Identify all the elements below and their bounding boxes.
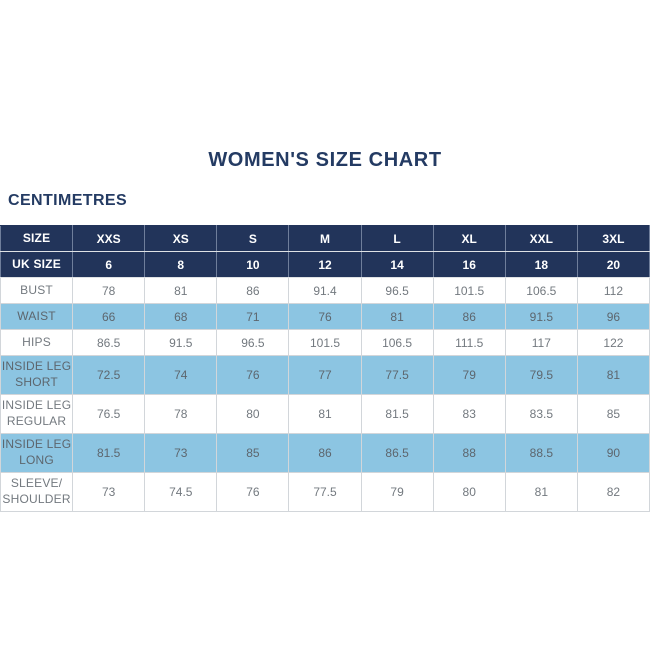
measurement-value-cell: 86.5 bbox=[72, 329, 146, 356]
measurement-value-cell: 78 bbox=[72, 277, 146, 304]
measurement-row: WAIST 66 68 71 76 81 86 91.5 96 bbox=[0, 303, 650, 330]
measurement-value-cell: 91.4 bbox=[288, 277, 362, 304]
unit-label: CENTIMETRES bbox=[8, 192, 128, 209]
measurement-value-cell: 85 bbox=[216, 433, 290, 473]
measurement-value-cell: 74.5 bbox=[144, 472, 218, 512]
measurement-row-label: INSIDE LEG SHORT bbox=[0, 355, 74, 395]
measurement-value-cell: 73 bbox=[144, 433, 218, 473]
uk-size-value-cell: 8 bbox=[144, 251, 218, 278]
measurement-value-cell: 88 bbox=[432, 433, 506, 473]
measurement-value-cell: 73 bbox=[72, 472, 146, 512]
measurement-row: INSIDE LEG SHORT 72.5 74 76 77 77.5 79 79.5 81 bbox=[0, 355, 650, 395]
measurement-row-label: HIPS bbox=[0, 329, 74, 356]
measurement-value-cell: 86 bbox=[432, 303, 506, 330]
measurement-value-cell: 77.5 bbox=[288, 472, 362, 512]
page-title: WOMEN'S SIZE CHART bbox=[208, 149, 442, 171]
measurement-value-cell: 80 bbox=[432, 472, 506, 512]
size-header-row: SIZE XXS XS S M L XL XXL 3XL bbox=[0, 225, 650, 252]
measurement-value-cell: 81 bbox=[504, 472, 578, 512]
measurement-value-cell: 111.5 bbox=[432, 329, 506, 356]
uk-size-value-cell: 16 bbox=[432, 251, 506, 278]
size-header-cell: XL bbox=[432, 225, 506, 252]
measurement-value-cell: 76.5 bbox=[72, 394, 146, 434]
measurement-value-cell: 106.5 bbox=[360, 329, 434, 356]
measurement-value-cell: 96.5 bbox=[216, 329, 290, 356]
measurement-value-cell: 101.5 bbox=[288, 329, 362, 356]
measurement-value-cell: 79 bbox=[360, 472, 434, 512]
measurement-value-cell: 86.5 bbox=[360, 433, 434, 473]
uk-size-row: UK SIZE 6 8 10 12 14 16 18 20 bbox=[0, 251, 650, 278]
measurement-value-cell: 79.5 bbox=[504, 355, 578, 395]
measurement-value-cell: 78 bbox=[144, 394, 218, 434]
measurement-value-cell: 83 bbox=[432, 394, 506, 434]
size-header-cell: 3XL bbox=[576, 225, 650, 252]
measurement-value-cell: 79 bbox=[432, 355, 506, 395]
size-header-cell: M bbox=[288, 225, 362, 252]
uk-size-label-cell: UK SIZE bbox=[0, 251, 74, 278]
measurement-value-cell: 81.5 bbox=[72, 433, 146, 473]
measurement-value-cell: 101.5 bbox=[432, 277, 506, 304]
measurement-value-cell: 81 bbox=[576, 355, 650, 395]
size-header-cell: XS bbox=[144, 225, 218, 252]
measurement-row-label: INSIDE LEG LONG bbox=[0, 433, 74, 473]
measurement-row: INSIDE LEG LONG 81.5 73 85 86 86.5 88 88.5 90 bbox=[0, 433, 650, 473]
measurement-value-cell: 76 bbox=[288, 303, 362, 330]
measurement-row: SLEEVE/ SHOULDER 73 74.5 76 77.5 79 80 81 82 bbox=[0, 472, 650, 512]
measurement-value-cell: 122 bbox=[576, 329, 650, 356]
measurement-row-label: SLEEVE/ SHOULDER bbox=[0, 472, 74, 512]
uk-size-value-cell: 6 bbox=[72, 251, 146, 278]
measurement-value-cell: 71 bbox=[216, 303, 290, 330]
measurement-value-cell: 86 bbox=[288, 433, 362, 473]
measurement-value-cell: 80 bbox=[216, 394, 290, 434]
measurement-value-cell: 81 bbox=[288, 394, 362, 434]
size-header-cell: S bbox=[216, 225, 290, 252]
measurement-row: HIPS 86.5 91.5 96.5 101.5 106.5 111.5 117 122 bbox=[0, 329, 650, 356]
uk-size-value-cell: 18 bbox=[504, 251, 578, 278]
measurement-value-cell: 77 bbox=[288, 355, 362, 395]
size-header-cell: XXS bbox=[72, 225, 146, 252]
measurement-value-cell: 83.5 bbox=[504, 394, 578, 434]
measurement-row-label: INSIDE LEG REGULAR bbox=[0, 394, 74, 434]
measurement-value-cell: 74 bbox=[144, 355, 218, 395]
measurement-value-cell: 81 bbox=[360, 303, 434, 330]
measurement-value-cell: 112 bbox=[576, 277, 650, 304]
measurement-value-cell: 77.5 bbox=[360, 355, 434, 395]
uk-size-value-cell: 20 bbox=[576, 251, 650, 278]
size-chart-table: SIZE XXS XS S M L XL XXL 3XL UK SIZE 6 8 10 12 14 16 18 2… bbox=[0, 225, 650, 512]
measurement-value-cell: 76 bbox=[216, 472, 290, 512]
measurement-value-cell: 96.5 bbox=[360, 277, 434, 304]
measurement-value-cell: 90 bbox=[576, 433, 650, 473]
measurement-value-cell: 82 bbox=[576, 472, 650, 512]
measurement-value-cell: 96 bbox=[576, 303, 650, 330]
size-header-label-cell: SIZE bbox=[0, 225, 74, 252]
measurement-value-cell: 81.5 bbox=[360, 394, 434, 434]
size-header-cell: L bbox=[360, 225, 434, 252]
measurement-value-cell: 88.5 bbox=[504, 433, 578, 473]
measurement-value-cell: 81 bbox=[144, 277, 218, 304]
measurement-row-label: WAIST bbox=[0, 303, 74, 330]
uk-size-value-cell: 12 bbox=[288, 251, 362, 278]
measurement-value-cell: 106.5 bbox=[504, 277, 578, 304]
measurement-value-cell: 76 bbox=[216, 355, 290, 395]
measurement-value-cell: 66 bbox=[72, 303, 146, 330]
measurement-row-label: BUST bbox=[0, 277, 74, 304]
measurement-value-cell: 91.5 bbox=[144, 329, 218, 356]
size-header-cell: XXL bbox=[504, 225, 578, 252]
measurement-row: BUST 78 81 86 91.4 96.5 101.5 106.5 112 bbox=[0, 277, 650, 304]
measurement-value-cell: 68 bbox=[144, 303, 218, 330]
measurement-value-cell: 85 bbox=[576, 394, 650, 434]
measurement-value-cell: 117 bbox=[504, 329, 578, 356]
measurement-value-cell: 86 bbox=[216, 277, 290, 304]
measurement-row: INSIDE LEG REGULAR 76.5 78 80 81 81.5 83 83.5 85 bbox=[0, 394, 650, 434]
measurement-value-cell: 72.5 bbox=[72, 355, 146, 395]
uk-size-value-cell: 14 bbox=[360, 251, 434, 278]
measurement-value-cell: 91.5 bbox=[504, 303, 578, 330]
size-chart-table-body: SIZE XXS XS S M L XL XXL 3XL UK SIZE 6 8 10 12 14 16 18 2… bbox=[0, 225, 650, 512]
uk-size-value-cell: 10 bbox=[216, 251, 290, 278]
